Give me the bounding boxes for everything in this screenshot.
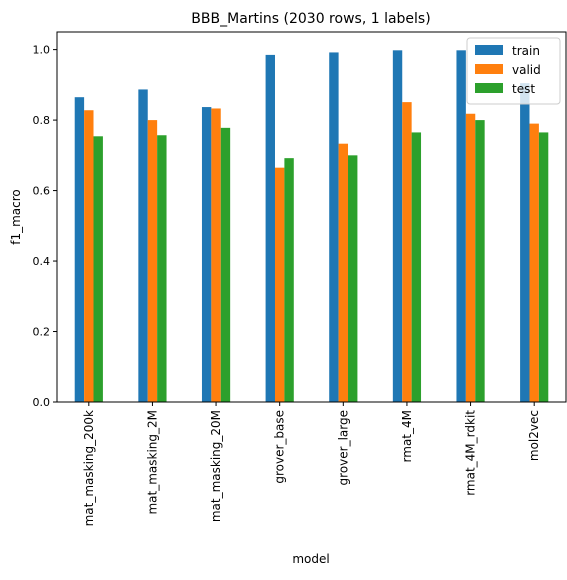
bar-test-grover_large	[348, 155, 358, 402]
x-tick-label: mat_masking_20M	[209, 410, 223, 522]
bar-train-rmat_4M	[392, 50, 403, 402]
x-tick-label: mol2vec	[527, 410, 541, 461]
bar-valid-mol2vec	[529, 123, 539, 403]
y-tick-label: 0.6	[33, 185, 51, 198]
plot-frame	[56, 31, 567, 403]
bar-train-grover_large	[329, 52, 339, 402]
bar-train-mat_masking_2M	[138, 89, 148, 402]
legend: train valid test	[466, 37, 561, 105]
legend-swatch-train	[475, 45, 503, 55]
bar-train-mat_masking_20M	[201, 107, 212, 402]
x-tick-label: mat_masking_2M	[145, 410, 159, 515]
bar-test-mat_masking_20M	[220, 127, 231, 402]
x-tick-label: mat_masking_200k	[82, 410, 96, 526]
bar-train-grover_base	[265, 54, 275, 403]
legend-label-test: test	[512, 82, 535, 96]
x-axis: mat_masking_200k mat_masking_2M mat_maskin…	[82, 402, 541, 526]
bar-valid-grover_base	[274, 167, 285, 402]
bar-valid-rmat_4M	[402, 102, 412, 403]
x-tick-label: rmat_4M	[400, 410, 414, 462]
legend-swatch-valid	[475, 64, 503, 74]
bar-test-rmat_4M	[411, 132, 422, 402]
x-axis-label: model	[292, 552, 329, 566]
bars-group	[74, 50, 549, 403]
bar-test-mol2vec	[538, 132, 549, 402]
legend-label-valid: valid	[512, 63, 541, 77]
legend-label-train: train	[512, 44, 540, 58]
bar-train-mat_masking_200k	[74, 97, 85, 402]
bar-valid-mat_masking_200k	[84, 110, 94, 402]
bar-valid-rmat_4M_rdkit	[465, 113, 476, 402]
bar-test-grover_base	[284, 158, 294, 402]
bar-train-mol2vec	[520, 83, 530, 402]
x-tick-label: grover_base	[273, 410, 287, 484]
chart-title: BBB_Martins (2030 rows, 1 labels)	[191, 11, 430, 27]
x-tick-label: grover_large	[336, 410, 350, 485]
bar-valid-grover_large	[338, 143, 349, 402]
bar-train-rmat_4M_rdkit	[456, 50, 466, 402]
legend-swatch-test	[475, 83, 503, 93]
y-axis-label: f1_macro	[9, 189, 23, 245]
bar-test-rmat_4M_rdkit	[475, 120, 485, 402]
bar-test-mat_masking_2M	[157, 135, 167, 402]
y-tick-label: 0.8	[33, 114, 51, 127]
y-axis: 0.0 0.2 0.4 0.6 0.8 1.0	[33, 44, 57, 409]
bar-test-mat_masking_200k	[93, 136, 103, 403]
y-tick-label: 0.2	[33, 326, 51, 339]
y-tick-label: 0.4	[33, 255, 51, 268]
x-tick-label: rmat_4M_rdkit	[464, 410, 478, 496]
y-tick-label: 0.0	[33, 396, 51, 409]
y-tick-label: 1.0	[33, 44, 51, 57]
bar-valid-mat_masking_2M	[147, 120, 158, 402]
bar-valid-mat_masking_20M	[211, 108, 221, 402]
